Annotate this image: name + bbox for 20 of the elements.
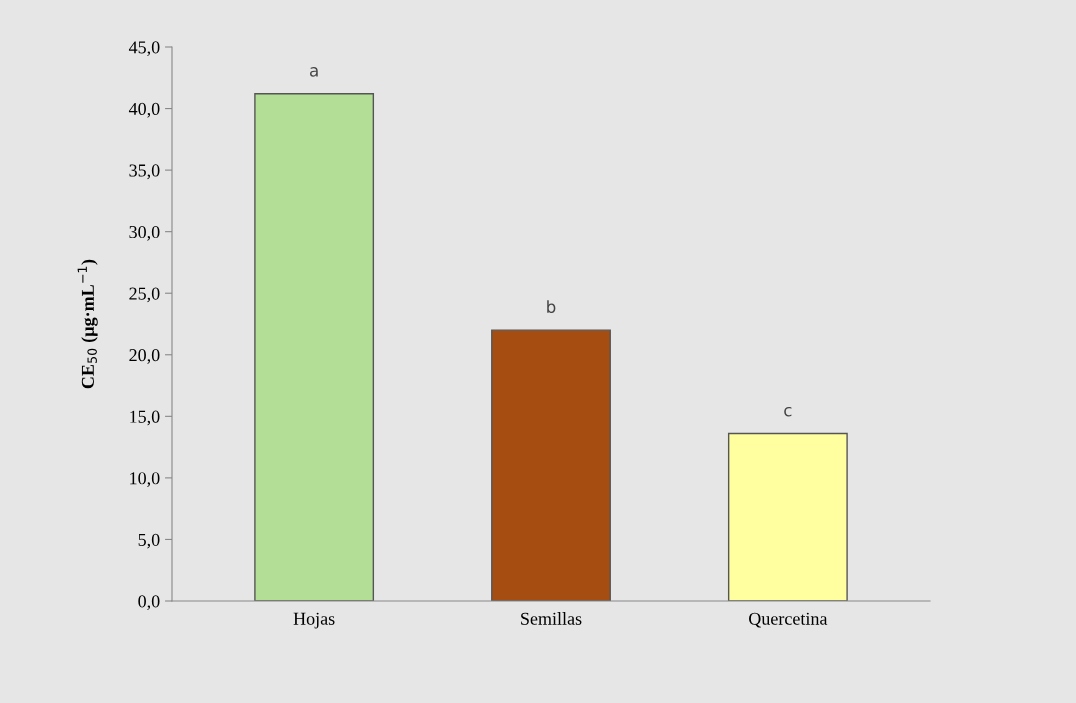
y-axis-title: CE$_{50}$ (µg·mL$^{−1}$): [77, 259, 98, 389]
y-tick-label: 5,0: [138, 533, 160, 549]
y-tick-label: 40,0: [128, 102, 160, 118]
y-tick-label: 20,0: [129, 349, 160, 364]
bar: [727, 432, 848, 601]
bar: [491, 329, 611, 601]
y-tick-label: 0,0: [138, 595, 160, 611]
bar: [254, 93, 375, 601]
y-tick-label: 10,0: [130, 472, 160, 487]
annotation: a: [310, 67, 318, 77]
annotation: c: [784, 406, 792, 417]
x-tick-label: Hojas: [293, 612, 335, 629]
x-tick-label: Quercetina: [749, 612, 828, 628]
x-tick-label: Semillas: [521, 612, 582, 625]
y-tick-label: 45,0: [128, 41, 160, 57]
y-tick-label: 30,0: [129, 225, 160, 241]
y-tick-label: 15,0: [130, 410, 160, 426]
y-tick-label: 35,0: [129, 164, 160, 180]
annotation: b: [547, 300, 556, 314]
y-tick-label: 25,0: [129, 287, 160, 303]
